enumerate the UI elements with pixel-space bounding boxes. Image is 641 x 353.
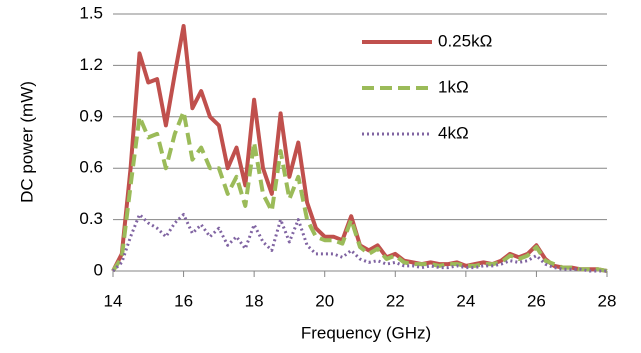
x-tick-label: 14	[104, 291, 123, 310]
x-tick-label: 26	[527, 291, 546, 310]
x-tick-label: 22	[386, 291, 405, 310]
y-tick-label: 0.6	[79, 158, 103, 177]
y-tick-label: 0.9	[79, 106, 103, 125]
x-tick-label: 24	[456, 291, 475, 310]
x-tick-label: 28	[598, 291, 617, 310]
y-tick-label: 0.3	[79, 209, 103, 228]
series-line	[111, 109, 608, 273]
y-tick-label: 1.2	[79, 55, 103, 74]
legend-label: 1kΩ	[438, 77, 469, 96]
legend-label: 0.25kΩ	[438, 31, 492, 50]
x-axis-title: Frequency (GHz)	[301, 323, 431, 342]
x-tick-label: 20	[315, 291, 334, 310]
series-line	[111, 213, 607, 273]
y-tick-label: 1.5	[79, 3, 103, 22]
y-axis-title: DC power (mW)	[17, 81, 36, 203]
y-tick-label: 0	[94, 260, 103, 279]
x-tick-label: 16	[174, 291, 193, 310]
legend-label: 4kΩ	[438, 123, 469, 142]
series-line	[111, 24, 608, 273]
x-tick-label: 18	[245, 291, 264, 310]
